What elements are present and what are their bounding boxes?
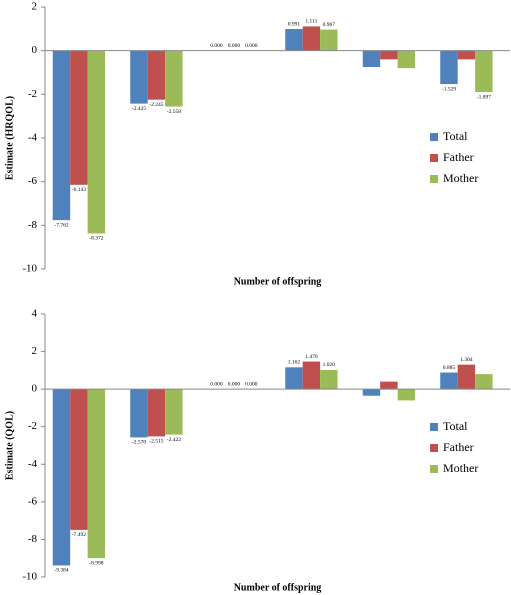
- bar: [380, 381, 398, 390]
- y-tick-label: 2: [32, 345, 38, 357]
- y-axis-label: Estimate (QOL): [4, 411, 15, 480]
- value-label: 0.000: [245, 381, 258, 387]
- value-label: 1.111: [305, 19, 317, 25]
- y-tick-label: -8: [28, 219, 38, 231]
- legend-label: Mother: [443, 461, 478, 475]
- bar: [320, 29, 338, 51]
- value-label: -2.558: [167, 109, 181, 115]
- bar: [130, 50, 148, 104]
- legend-label: Total: [443, 129, 468, 143]
- value-label: 1.304: [460, 357, 473, 363]
- legend-swatch: [430, 133, 438, 141]
- legend-swatch: [430, 175, 438, 183]
- y-tick-label: -8: [28, 533, 38, 545]
- bar: [165, 50, 183, 107]
- x-axis-label: Number of offspring: [234, 582, 322, 593]
- bar: [52, 50, 71, 221]
- legend-label: Mother: [443, 171, 478, 185]
- y-tick-label: 2: [32, 1, 38, 13]
- bar: [475, 374, 493, 390]
- bar: [52, 389, 71, 566]
- y-tick-label: -6: [28, 175, 38, 187]
- bar: [457, 364, 476, 390]
- value-label: -2.570: [132, 440, 146, 446]
- value-label: -7.762: [54, 222, 68, 228]
- legend-label: Father: [443, 440, 474, 454]
- bar: [87, 50, 106, 234]
- value-label: 0.000: [245, 43, 258, 49]
- bar: [397, 50, 416, 69]
- y-tick-label: -10: [22, 263, 37, 275]
- value-label: 0.885: [443, 365, 456, 371]
- y-tick-label: -4: [28, 132, 38, 144]
- value-label: -1.529: [442, 86, 456, 92]
- legend-swatch: [430, 423, 438, 431]
- value-label: 0.000: [210, 381, 223, 387]
- value-label: 1.470: [305, 354, 318, 360]
- y-tick-label: 0: [32, 383, 38, 395]
- value-label: -2.425: [132, 106, 146, 112]
- y-tick-label: -2: [28, 88, 37, 100]
- value-label: -2.245: [149, 102, 163, 108]
- bar: [302, 26, 321, 51]
- x-axis-label: Number of offspring: [234, 276, 322, 287]
- bar: [87, 389, 106, 559]
- y-tick-label: -10: [22, 571, 37, 583]
- bar: [147, 389, 166, 437]
- legend-swatch: [430, 444, 438, 452]
- value-label: -8.998: [89, 560, 103, 566]
- bar: [302, 361, 321, 390]
- y-tick-label: -4: [28, 458, 38, 470]
- bar: [320, 369, 338, 390]
- value-label: -1.897: [477, 94, 491, 100]
- bar: [70, 389, 88, 530]
- bar: [285, 29, 303, 51]
- bar: [440, 50, 458, 85]
- bar: [475, 50, 493, 93]
- bar: [397, 389, 416, 401]
- value-label: -6.143: [72, 187, 86, 193]
- bar: [380, 50, 398, 60]
- bar: [440, 372, 458, 390]
- value-label: 0.000: [228, 43, 241, 49]
- y-tick-label: 0: [32, 44, 38, 56]
- value-label: -9.384: [54, 568, 68, 574]
- bar: [147, 50, 166, 100]
- bar: [130, 389, 148, 438]
- value-label: -8.372: [89, 236, 103, 242]
- legend-swatch: [430, 154, 438, 162]
- y-axis-label: Estimate (HRQOL): [4, 96, 15, 180]
- bar: [165, 389, 183, 435]
- legend-label: Total: [443, 419, 468, 433]
- y-tick-label: 4: [32, 308, 38, 320]
- value-label: -2.515: [149, 439, 163, 445]
- value-label: 0.000: [228, 381, 241, 387]
- legend-label: Father: [443, 150, 474, 164]
- value-label: 1.020: [323, 362, 336, 368]
- y-tick-label: -2: [28, 420, 37, 432]
- value-label: -7.492: [72, 532, 86, 538]
- value-label: 0.967: [323, 22, 336, 28]
- bar: [362, 50, 381, 68]
- bar: [70, 50, 88, 185]
- bar: [285, 367, 303, 390]
- value-label: -2.422: [167, 437, 181, 443]
- value-label: 0.000: [210, 43, 223, 49]
- value-label: 0.991: [288, 21, 301, 27]
- bar: [362, 389, 381, 396]
- value-label: 1.162: [288, 360, 301, 366]
- y-tick-label: -6: [28, 495, 38, 507]
- bar: [457, 50, 476, 60]
- legend-swatch: [430, 465, 438, 473]
